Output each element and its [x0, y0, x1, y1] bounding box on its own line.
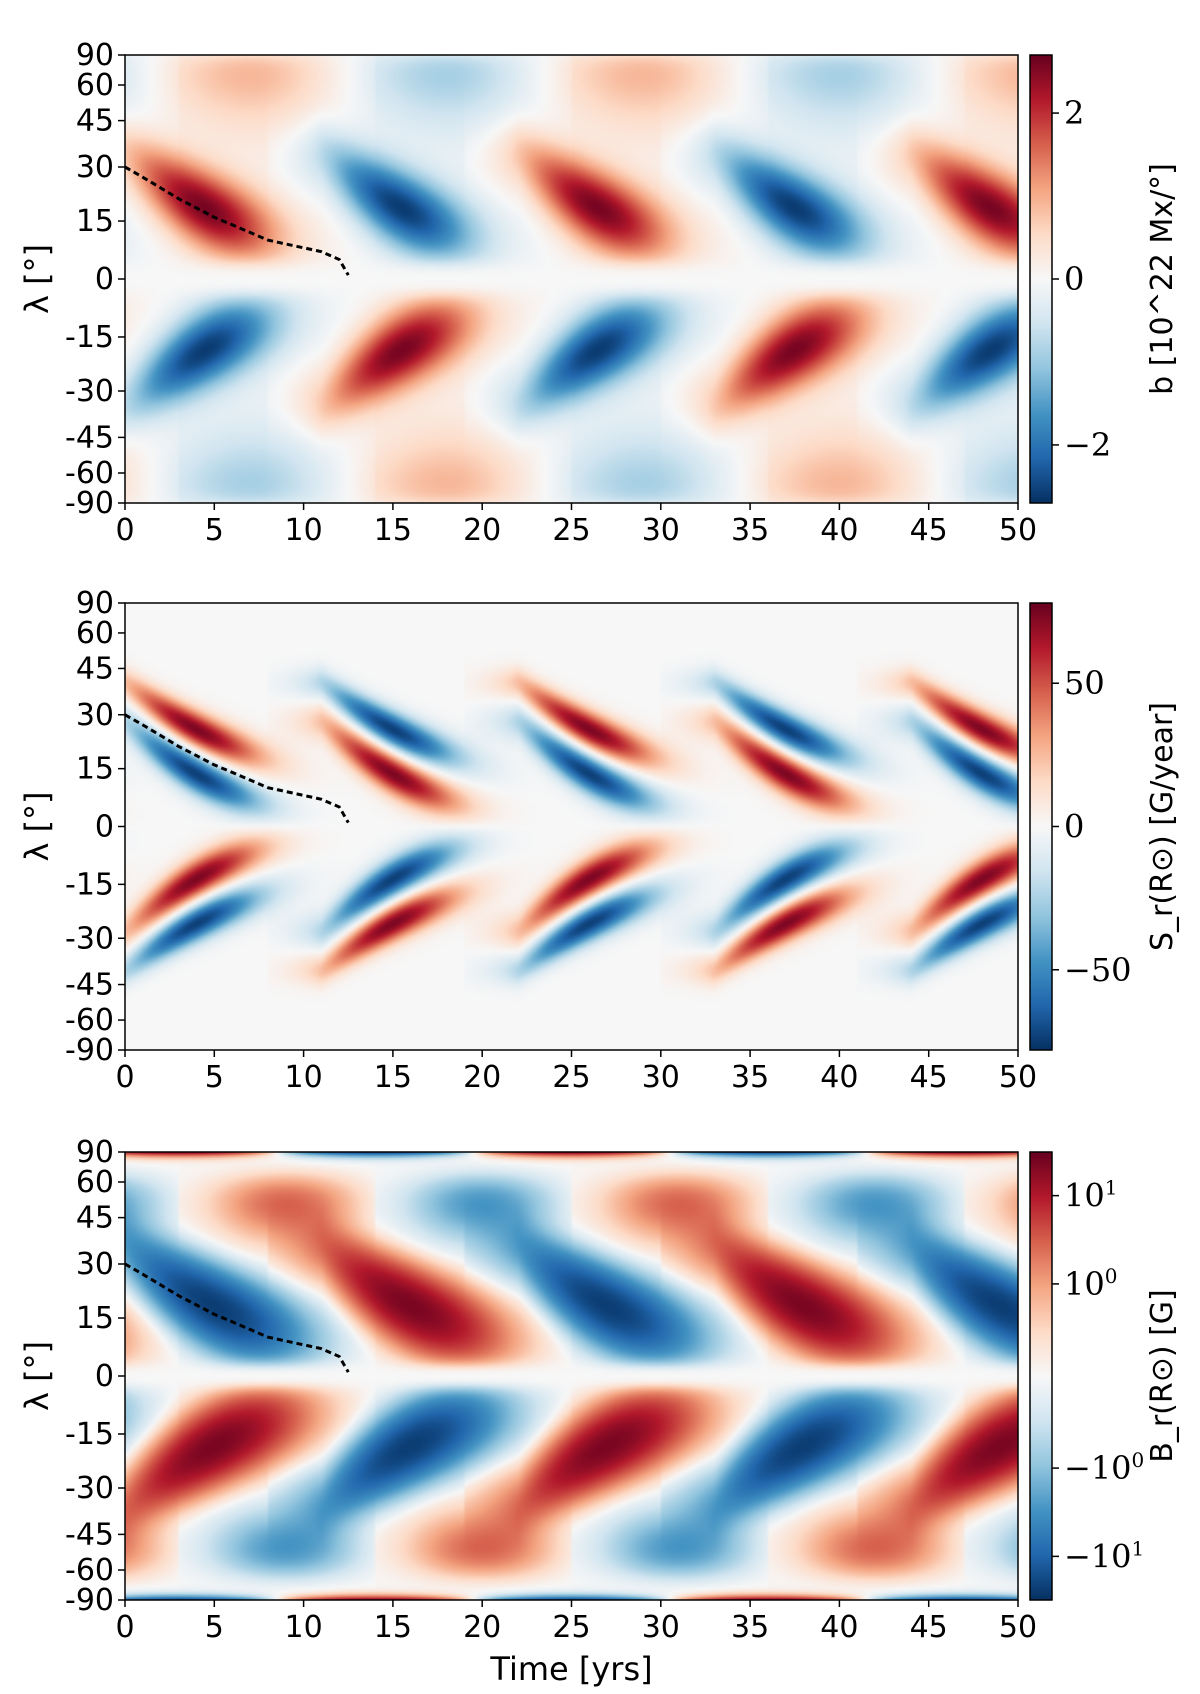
y-tick-label: -60	[65, 1553, 114, 1588]
x-tick-label: 0	[115, 1610, 134, 1645]
x-tick-label: 0	[115, 1060, 134, 1095]
colorbar: 2 0 −2 b [10^22 Mx/°]	[1029, 54, 1180, 504]
y-tick-label: 15	[76, 1301, 114, 1336]
x-tick-label: 20	[463, 1060, 501, 1095]
x-tick-label: 25	[552, 1060, 590, 1095]
y-tick-label: -60	[65, 1003, 114, 1038]
colorbar: 101 100 −100 −101 B_r(R⊙) [G]	[1029, 1151, 1180, 1601]
colorbar-tick-label: 0	[1064, 808, 1084, 846]
x-tick-label: 45	[910, 1610, 948, 1645]
heatmap-image	[125, 1152, 1018, 1600]
y-tick-label: 15	[76, 204, 114, 239]
overlay-curve	[124, 1262, 350, 1373]
y-tick-label: 60	[76, 68, 114, 103]
x-tick-label: 30	[642, 1060, 680, 1095]
y-tick-label: 0	[95, 810, 114, 845]
colorbar-tick-label: −100	[1064, 1448, 1144, 1487]
x-tick-label: 30	[642, 513, 680, 548]
y-axis-label: λ [°]	[18, 244, 56, 314]
x-tick-label: 30	[642, 1610, 680, 1645]
x-tick-label: 35	[731, 1610, 769, 1645]
x-tick-label: 50	[999, 513, 1037, 548]
y-tick-label: 15	[76, 752, 114, 787]
y-tick-label: -90	[65, 1033, 114, 1068]
colorbar: 50 0 −50 S_r(R⊙) [G/year]	[1029, 602, 1180, 1051]
y-tick-label: -15	[65, 320, 114, 355]
colorbar-gradient	[1029, 602, 1053, 1051]
x-tick-label: 50	[999, 1610, 1037, 1645]
y-tick-label: -15	[65, 867, 114, 902]
x-tick-label: 10	[285, 1060, 323, 1095]
x-tick-label: 25	[552, 513, 590, 548]
y-tick-label: 0	[95, 262, 114, 297]
y-tick-label: -45	[65, 968, 114, 1003]
colorbar-tick-label: 50	[1064, 664, 1105, 702]
y-tick-label: 90	[76, 586, 114, 621]
x-tick-label: 40	[820, 1610, 858, 1645]
colorbar-label: S_r(R⊙) [G/year]	[1145, 702, 1180, 951]
x-tick-label: 40	[820, 1060, 858, 1095]
colorbar-tick-label: 100	[1064, 1264, 1117, 1303]
x-tick-label: 10	[285, 1610, 323, 1645]
y-tick-label: -60	[65, 456, 114, 491]
x-tick-label: 20	[463, 513, 501, 548]
y-tick-label: -30	[65, 374, 114, 409]
y-tick-label: -30	[65, 921, 114, 956]
colorbar-gradient	[1029, 54, 1053, 504]
y-tick-label: 60	[76, 1165, 114, 1200]
overlay-curve	[124, 165, 350, 276]
colorbar-label: b [10^22 Mx/°]	[1145, 163, 1180, 395]
y-tick-label: 30	[76, 150, 114, 185]
colorbar-tick-label: −101	[1064, 1536, 1144, 1575]
y-tick-label: -45	[65, 420, 114, 455]
x-tick-label: 5	[205, 1610, 224, 1645]
colorbar-gradient	[1029, 1151, 1053, 1601]
x-tick-label: 45	[910, 513, 948, 548]
y-tick-label: -90	[65, 1583, 114, 1618]
y-tick-label: -90	[65, 486, 114, 521]
x-tick-label: 10	[285, 513, 323, 548]
y-tick-label: -30	[65, 1471, 114, 1506]
y-axis-label: λ [°]	[18, 1341, 56, 1411]
x-tick-label: 35	[731, 1060, 769, 1095]
x-tick-label: 35	[731, 513, 769, 548]
panel-middle: 0 5 10 15 20 25 30 35 40 45 5090604530150-15-30-45…	[18, 586, 1180, 1095]
y-tick-label: 30	[76, 1247, 114, 1282]
y-tick-label: -15	[65, 1417, 114, 1452]
y-tick-label: 45	[76, 104, 114, 139]
x-tick-label: 50	[999, 1060, 1037, 1095]
y-tick-label: 90	[76, 38, 114, 73]
y-tick-label: 90	[76, 1135, 114, 1170]
x-tick-label: 45	[910, 1060, 948, 1095]
y-tick-label: 0	[95, 1359, 114, 1394]
colorbar-label: B_r(R⊙) [G]	[1145, 1289, 1180, 1463]
colorbar-tick-label: −2	[1064, 426, 1111, 464]
y-tick-label: 30	[76, 698, 114, 733]
panel-top: 0 5 10 15 20 25 30 35 40 45 5090604530150-15-30-45…	[18, 38, 1180, 548]
heatmap-image	[125, 603, 1018, 1050]
colorbar-tick-label: −50	[1064, 951, 1132, 989]
x-axis-label: Time [yrs]	[489, 1650, 652, 1688]
heatmap-image	[125, 55, 1018, 503]
panel-bottom: 0 5 10 15 20 25 30 35 40 45 5090604530150-15-30-45…	[18, 1135, 1180, 1688]
y-axis-label: λ [°]	[18, 791, 56, 861]
colorbar-tick-label: 0	[1064, 260, 1084, 298]
colorbar-tick-label: 101	[1064, 1176, 1117, 1215]
x-tick-label: 15	[374, 1060, 412, 1095]
x-tick-label: 5	[205, 1060, 224, 1095]
x-tick-label: 15	[374, 513, 412, 548]
x-tick-label: 5	[205, 513, 224, 548]
y-tick-label: 45	[76, 651, 114, 686]
x-tick-label: 25	[552, 1610, 590, 1645]
x-tick-label: 0	[115, 513, 134, 548]
y-tick-label: 45	[76, 1201, 114, 1236]
x-tick-label: 15	[374, 1610, 412, 1645]
x-tick-label: 40	[820, 513, 858, 548]
x-tick-label: 20	[463, 1610, 501, 1645]
y-tick-label: -45	[65, 1517, 114, 1552]
colorbar-tick-label: 2	[1064, 94, 1084, 132]
overlay-curve	[124, 713, 350, 824]
y-tick-label: 60	[76, 616, 114, 651]
